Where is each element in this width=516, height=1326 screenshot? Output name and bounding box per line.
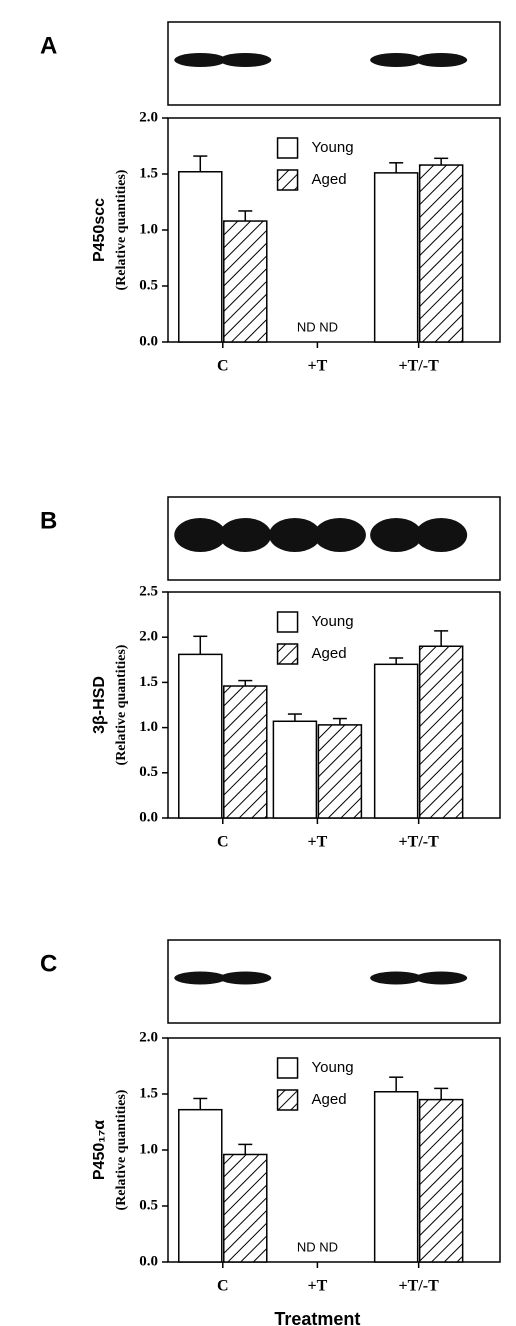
bar — [223, 685, 268, 819]
y-tick-label: 2.0 — [139, 629, 158, 645]
blot-band — [415, 971, 468, 985]
y-tick-label: 2.5 — [139, 583, 158, 599]
x-tick-label: +T/-T — [399, 1278, 440, 1295]
blot-band — [370, 971, 423, 985]
y-tick-label: 0.5 — [139, 1197, 158, 1213]
error-bar — [332, 717, 347, 725]
legend-label: Young — [312, 139, 354, 156]
y-axis-sublabel: (Relative quantities) — [114, 1089, 129, 1210]
blot-band — [370, 518, 423, 552]
y-axis-label: 3β-HSD — [91, 676, 108, 734]
y-tick-label: 0.0 — [139, 333, 158, 349]
x-tick-label: C — [217, 834, 229, 851]
bar — [272, 720, 318, 819]
panel-letter: B — [40, 507, 57, 534]
error-bar — [434, 1087, 449, 1100]
y-tick-label: 0.0 — [139, 809, 158, 825]
y-tick-label: 0.5 — [139, 764, 158, 780]
y-tick-label: 1.5 — [139, 674, 158, 690]
y-tick-label: 1.5 — [139, 165, 158, 181]
error-bar — [193, 1097, 208, 1110]
legend-swatch — [276, 643, 299, 665]
bar — [373, 663, 419, 819]
y-tick-label: 2.0 — [139, 1029, 158, 1045]
legend-label: Aged — [312, 171, 347, 188]
y-tick-label: 0.5 — [139, 277, 158, 293]
y-axis-sublabel: (Relative quantities) — [114, 169, 129, 290]
blot-band — [415, 53, 468, 67]
x-tick-label: C — [217, 358, 229, 375]
error-bar — [238, 679, 253, 687]
bar — [178, 1108, 223, 1263]
legend-label: Young — [312, 613, 354, 630]
blot-band — [174, 53, 227, 67]
x-axis-label: Treatment — [274, 1309, 360, 1326]
x-tick-label: +T/-T — [399, 834, 440, 851]
error-bar — [193, 635, 208, 655]
error-bar — [434, 157, 449, 166]
bar — [373, 172, 419, 343]
error-bar — [434, 630, 449, 647]
blot-band — [219, 971, 272, 985]
y-axis-label: P450₁₇α — [91, 1120, 108, 1180]
blot-band — [370, 53, 423, 67]
y-tick-label: 1.0 — [139, 221, 158, 237]
blot-band — [313, 518, 366, 552]
bar — [373, 1091, 419, 1263]
y-tick-label: 2.0 — [139, 109, 158, 125]
panel-letter: C — [40, 950, 57, 977]
blot-band — [174, 971, 227, 985]
blot-band — [174, 518, 227, 552]
y-tick-label: 1.5 — [139, 1085, 158, 1101]
y-tick-label: 0.0 — [139, 1253, 158, 1269]
error-bar — [238, 210, 253, 222]
panel-letter: A — [40, 32, 57, 59]
x-tick-label: +T — [308, 834, 328, 851]
blot-band — [415, 518, 468, 552]
x-tick-label: +T — [308, 1278, 328, 1295]
error-bar — [193, 155, 208, 172]
legend-label: Aged — [312, 1091, 347, 1108]
error-bar — [389, 162, 404, 173]
error-bar — [389, 657, 404, 665]
y-tick-label: 1.0 — [139, 719, 158, 735]
bar — [418, 164, 464, 343]
bar — [317, 724, 363, 819]
bar — [418, 645, 464, 819]
bar — [223, 220, 268, 343]
x-tick-label: C — [217, 1278, 229, 1295]
bar — [223, 1153, 268, 1263]
legend-swatch — [276, 137, 299, 159]
error-bar — [238, 1143, 253, 1155]
legend-swatch — [276, 611, 299, 633]
legend-swatch — [276, 169, 299, 191]
bar — [418, 1098, 464, 1263]
bar — [178, 653, 223, 819]
annotation: ND ND — [297, 1239, 338, 1254]
blot-band — [268, 518, 321, 552]
legend-swatch — [276, 1089, 299, 1111]
error-bar — [389, 1076, 404, 1092]
bar — [178, 171, 223, 343]
blot-band — [219, 518, 272, 552]
y-axis-sublabel: (Relative quantities) — [114, 644, 129, 765]
error-bar — [287, 713, 302, 722]
legend-swatch — [276, 1057, 299, 1079]
legend-label: Aged — [312, 645, 347, 662]
y-axis-label: P450scc — [91, 198, 108, 262]
legend-label: Young — [312, 1059, 354, 1076]
annotation: ND ND — [297, 319, 338, 334]
y-tick-label: 1.0 — [139, 1141, 158, 1157]
x-tick-label: +T/-T — [399, 358, 440, 375]
x-tick-label: +T — [308, 358, 328, 375]
blot-band — [219, 53, 272, 67]
